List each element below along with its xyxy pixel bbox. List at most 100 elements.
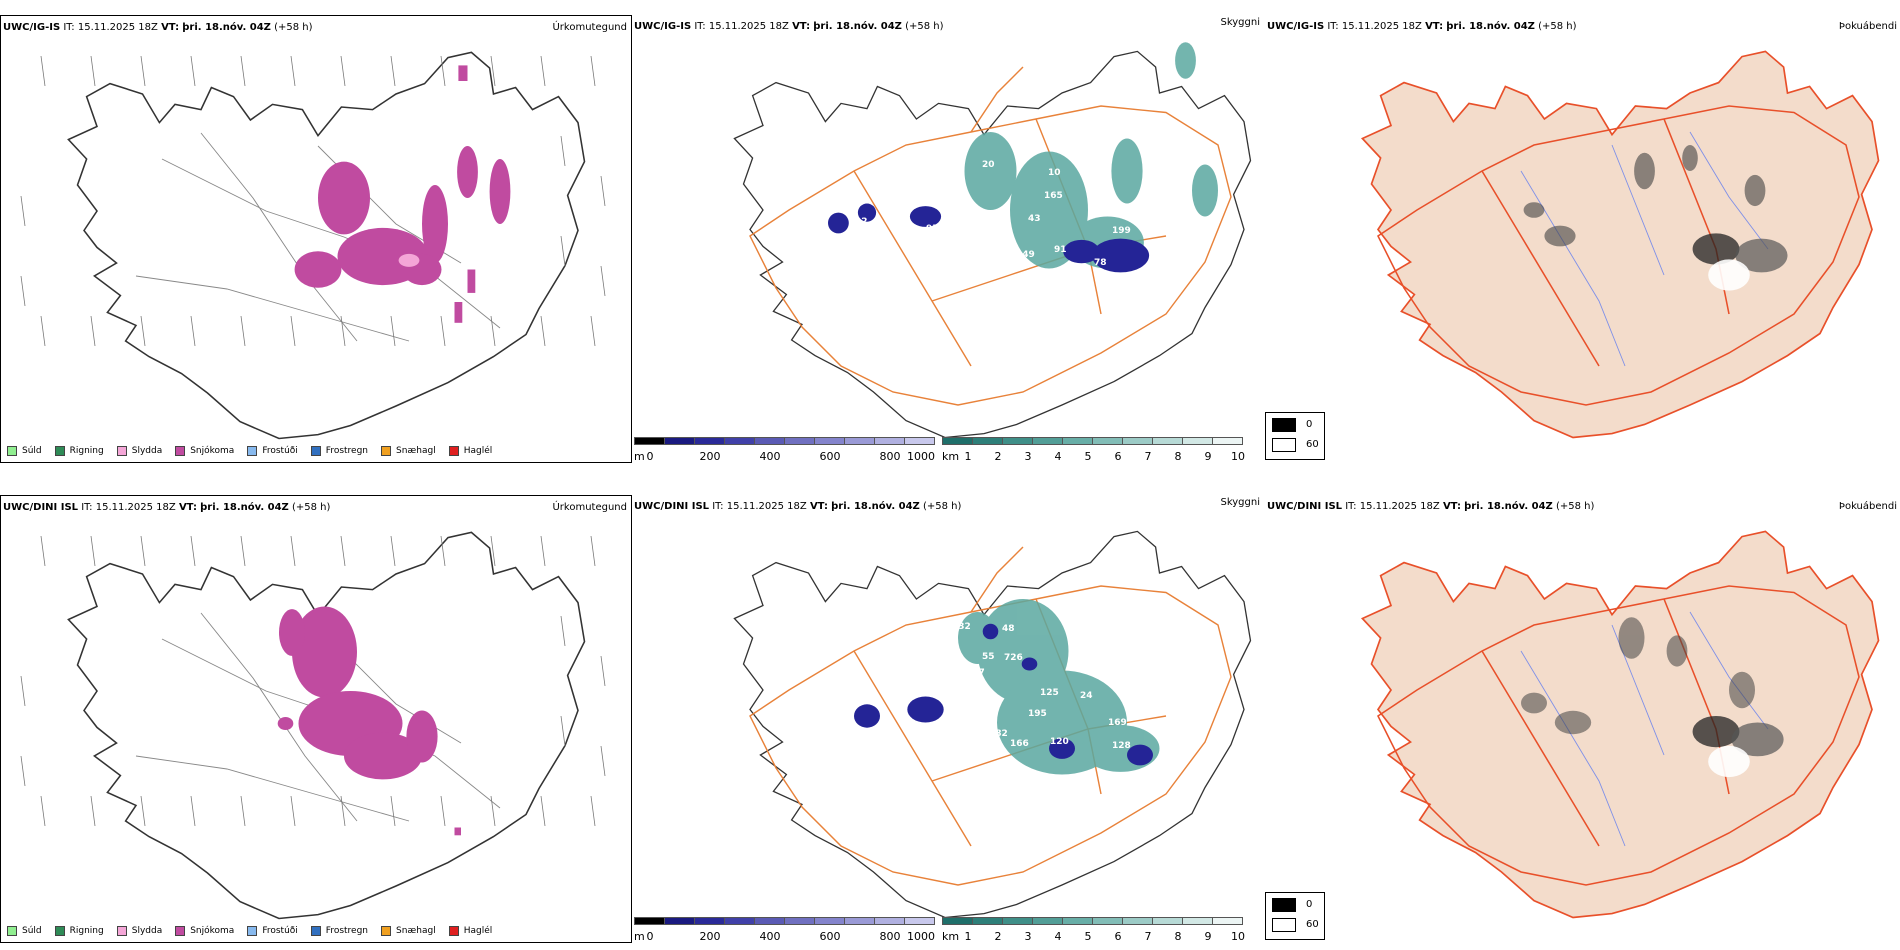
fog-legend-bottom: 0 60 — [1265, 892, 1325, 940]
colorbar-segment — [1002, 917, 1033, 925]
colorbar-tick: 5 — [1084, 930, 1092, 943]
colorbar-tick: 6 — [1114, 930, 1122, 943]
panel-title-cloud-bottom: Skyggni — [1220, 497, 1260, 508]
fog-legend-swatch — [1272, 898, 1296, 912]
colorbar-segment — [814, 437, 845, 445]
cloud-map-top: 12 95 11 20 10 165 43 59 79 230 149 91 1… — [733, 42, 1252, 439]
cloud-label: 165 — [1044, 191, 1063, 201]
colorbar-tick: 9 — [1204, 450, 1212, 463]
colorbar-segment — [1152, 437, 1183, 445]
cloud-label: 726 — [1004, 653, 1023, 663]
cloud-visibility-panel-top: 12 95 11 20 10 165 43 59 79 230 149 91 1… — [632, 15, 1264, 465]
fog-legend-label: 0 — [1306, 899, 1313, 910]
colorbar-tick: 5 — [1084, 450, 1092, 463]
colorbar-segment — [1182, 917, 1213, 925]
snow-areas-bottom — [277, 606, 461, 836]
cloud-map-bottom: 132 48 726 55 107 125 24 195 88 76 100 1… — [733, 530, 1252, 919]
cloud-areas-top — [828, 203, 1150, 273]
colorbar-segment — [844, 437, 875, 445]
colorbar-segment — [972, 917, 1003, 925]
colorbar-segment — [724, 917, 755, 925]
precip-map-bottom — [20, 531, 606, 920]
colorbar-tick: 200 — [699, 930, 721, 943]
colorbar-tick: 10 — [1231, 450, 1245, 463]
colorbar-segment — [1212, 437, 1243, 445]
fog-shades-top — [1523, 145, 1766, 247]
colorbar-segment — [844, 917, 875, 925]
cloud-label: 120 — [1050, 737, 1069, 747]
colorbar-tick: 400 — [759, 930, 781, 943]
precip-legend-bottom: Súld Rigning Slydda Snjókoma Frostúði Fr… — [7, 926, 492, 936]
legend-item: Slydda — [116, 446, 162, 456]
colorbar-tick: 600 — [819, 930, 841, 943]
colorbar-segment — [942, 437, 973, 445]
cloud-label: 59 — [1164, 183, 1177, 193]
fog-legend-swatch — [1272, 438, 1296, 452]
colorbar-segment — [1182, 437, 1213, 445]
cloud-label: 10 — [1048, 168, 1061, 178]
cloud-label: 166 — [1010, 739, 1029, 749]
fog-panel-top: UWC/IG-IS IT: 15.11.2025 18Z VT: þri. 18… — [1265, 15, 1900, 465]
colorbar-tick: 9 — [1204, 930, 1212, 943]
cloud-areas-bottom — [854, 623, 1153, 766]
colorbar-segment — [1092, 437, 1123, 445]
cloud-label: 43 — [1028, 214, 1041, 224]
colorbar-unit: km — [942, 930, 960, 943]
legend-item: Snjókoma — [175, 446, 234, 456]
legend-item: Frostregn — [310, 926, 368, 936]
cloud-label: 149 — [1016, 250, 1035, 260]
cloud-label: 11 — [832, 238, 845, 248]
cloud-label: 79 — [1162, 198, 1175, 208]
precip-type-panel-bottom: UWC/DINI ISL IT: 15.11.2025 18Z VT: þri.… — [0, 495, 632, 943]
cloud-label: 182 — [989, 729, 1008, 739]
colorbar-segment — [634, 437, 665, 445]
cloud-label: 78 — [1094, 258, 1107, 268]
panel-title-precip-bottom: Úrkomutegund — [552, 502, 627, 513]
colorbar-segment — [1002, 437, 1033, 445]
colorbar-segment — [784, 917, 815, 925]
colorbar-segment — [904, 917, 935, 925]
legend-item: Rigning — [54, 446, 104, 456]
legend-item: Rigning — [54, 926, 104, 936]
colorbar-segment — [1062, 437, 1093, 445]
colorbar-segment — [874, 437, 905, 445]
cloud-visibility-panel-bottom: 132 48 726 55 107 125 24 195 88 76 100 1… — [632, 495, 1264, 945]
cloud-label: 48 — [1002, 624, 1015, 634]
cloud-label: 12 — [855, 217, 868, 227]
colorbar-tick: 2 — [994, 450, 1002, 463]
header-bottom-cloud: UWC/DINI ISL IT: 15.11.2025 18Z VT: þri.… — [634, 501, 962, 512]
colorbar-unit: km — [942, 450, 960, 463]
cloud-label: 88 — [933, 722, 946, 732]
colorbar-tick: 10 — [1231, 930, 1245, 943]
cloud-label: 132 — [952, 622, 971, 632]
precip-map-top — [20, 51, 606, 440]
colorbar-tick: 8 — [1174, 930, 1182, 943]
panel-title-precip-top: Úrkomutegund — [552, 22, 627, 33]
rivers-top — [1520, 131, 1769, 367]
colorbar-segment — [1122, 917, 1153, 925]
fog-legend-top: 0 60 — [1265, 412, 1325, 460]
cloud-labels-bottom: 132 48 726 55 107 125 24 195 88 76 100 1… — [874, 622, 1131, 751]
legend-item: Frostregn — [310, 446, 368, 456]
cloud-label: 76 — [878, 721, 891, 731]
visibility-colorbar-bottom: km 1 2 3 4 5 6 7 8 9 10 — [942, 917, 1252, 945]
colorbar-segment — [694, 917, 725, 925]
colorbar-tick: 1000 — [907, 450, 935, 463]
colorbar-segment — [634, 917, 665, 925]
colorbar-segment — [664, 917, 695, 925]
cloud-label: 100 — [874, 738, 893, 748]
cloud-label: 20 — [982, 160, 995, 170]
cloud-label: 199 — [1112, 226, 1131, 236]
colorbar-tick: 1000 — [907, 930, 935, 943]
cloud-label: 95 — [926, 224, 939, 234]
legend-item: Frostúði — [247, 446, 298, 456]
legend-item: Slydda — [116, 926, 162, 936]
header-top-cloud: UWC/IG-IS IT: 15.11.2025 18Z VT: þri. 18… — [634, 21, 944, 32]
colorbar-tick: 3 — [1024, 450, 1032, 463]
colorbar-segment — [972, 437, 1003, 445]
panel-title-fog-top: Þokuábendi — [1838, 21, 1897, 32]
header-bottom-fog: UWC/DINI ISL IT: 15.11.2025 18Z VT: þri.… — [1267, 501, 1595, 512]
precip-legend-top: Súld Rigning Slydda Snjókoma Frostúði Fr… — [7, 446, 492, 456]
cloud-label: 24 — [1080, 691, 1093, 701]
legend-item: Snæhagl — [381, 926, 436, 936]
